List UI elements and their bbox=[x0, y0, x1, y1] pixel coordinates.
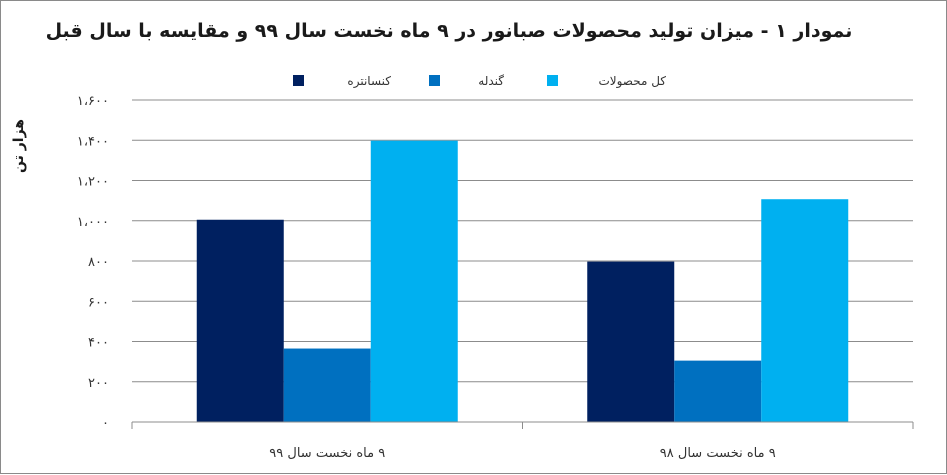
y-tick-label: ۸۰۰ bbox=[88, 255, 109, 270]
bar bbox=[761, 199, 849, 422]
bar bbox=[674, 360, 762, 422]
category-label: ۹ ماه نخست سال ۹۹ bbox=[269, 446, 385, 461]
bar bbox=[196, 219, 284, 422]
axes bbox=[131, 421, 914, 429]
bar bbox=[370, 140, 458, 422]
legend: کنسانتره گندله کل محصولات bbox=[293, 74, 666, 89]
legend-swatch bbox=[429, 75, 440, 86]
category-label: ۹ ماه نخست سال ۹۸ bbox=[660, 446, 776, 461]
chart-title: نمودار ۱ - میزان تولید محصولات صبانور در… bbox=[46, 20, 853, 42]
category-labels: ۹ ماه نخست سال ۹۹ ۹ ماه نخست سال ۹۸ bbox=[269, 446, 775, 461]
y-tick-label: ۱،۶۰۰ bbox=[77, 94, 109, 109]
legend-label: کنسانتره bbox=[347, 74, 391, 89]
legend-swatch bbox=[293, 75, 304, 86]
y-tick-label: ۱،۲۰۰ bbox=[77, 175, 109, 190]
legend-label: کل محصولات bbox=[598, 74, 666, 89]
legend-label: گندله bbox=[478, 74, 504, 88]
bars bbox=[196, 140, 849, 422]
y-axis-label: هزار تن bbox=[11, 119, 27, 173]
y-tick-label: ۰ bbox=[102, 416, 109, 431]
y-tick-labels: ۰ ۲۰۰ ۴۰۰ ۶۰۰ ۸۰۰ ۱،۰۰۰ ۱،۲۰۰ ۱،۴۰۰ ۱،۶۰۰ bbox=[77, 94, 109, 431]
y-tick-label: ۱،۴۰۰ bbox=[77, 134, 109, 149]
bar bbox=[283, 348, 371, 422]
y-tick-label: ۴۰۰ bbox=[88, 336, 109, 351]
y-tick-label: ۲۰۰ bbox=[88, 376, 109, 391]
bar bbox=[587, 261, 675, 422]
y-tick-label: ۱،۰۰۰ bbox=[77, 215, 109, 230]
legend-swatch bbox=[547, 75, 558, 86]
y-tick-label: ۶۰۰ bbox=[88, 295, 109, 310]
